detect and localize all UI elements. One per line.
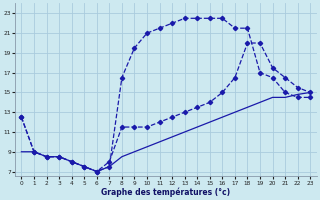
X-axis label: Graphe des températures (°c): Graphe des températures (°c) [101,187,230,197]
